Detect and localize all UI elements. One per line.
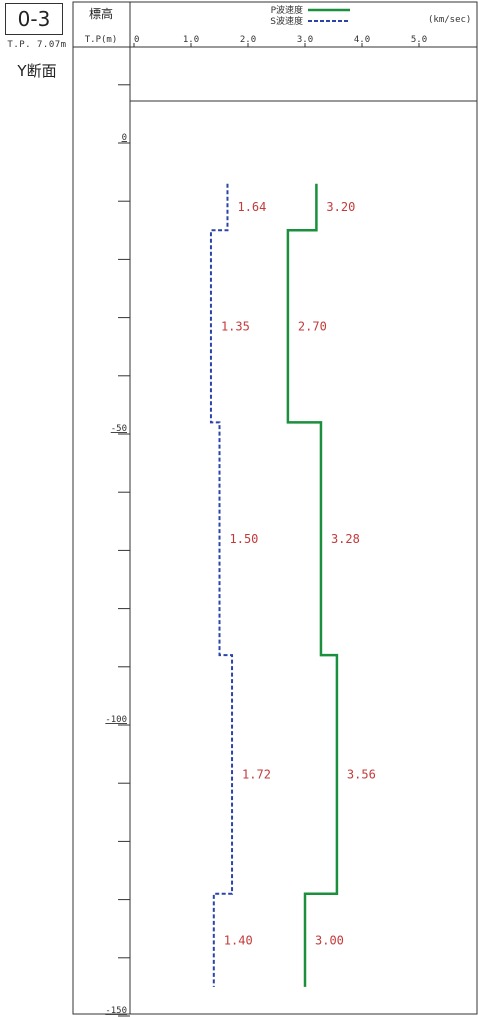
p-wave-value-label: 3.00	[315, 933, 344, 947]
s-wave-value-label: 1.72	[242, 767, 271, 781]
plot-area: 3.20 2.70 3.28 3.56 3.00 1.64 1.35 1.50 1.72 1.40	[209, 183, 376, 987]
section-label: Y断面	[17, 62, 57, 80]
s-wave-value-label: 1.64	[237, 200, 266, 214]
unit-label: (km/sec)	[428, 15, 471, 25]
s-wave-value-label: 1.50	[230, 532, 259, 546]
legend: P波速度 S波速度	[270, 4, 350, 27]
x-tick-label: 1.0	[183, 35, 199, 45]
y-tick-label: -100	[105, 715, 127, 725]
p-wave-value-label: 3.56	[347, 767, 376, 781]
tp-elevation-label: T.P. 7.07m	[7, 40, 67, 50]
x-tick-label: 0	[134, 35, 139, 45]
x-tick-label: 3.0	[297, 35, 313, 45]
s-wave-line	[209, 183, 234, 987]
p-wave-value-label: 3.28	[331, 532, 360, 546]
s-wave-value-label: 1.40	[224, 933, 253, 947]
chart-frame	[72, 1, 478, 1015]
profile-id-box: 0-3	[5, 3, 63, 35]
x-tick-label: 2.0	[240, 35, 256, 45]
legend-label-p: P波速度	[271, 4, 303, 16]
p-wave-value-label: 2.70	[298, 319, 327, 333]
y-tick-label: -50	[111, 424, 127, 434]
x-tick-label: 5.0	[411, 35, 427, 45]
p-wave-value-label: 3.20	[326, 200, 355, 214]
y-tick-label: 0	[122, 133, 127, 143]
elev-title: 標高	[89, 6, 113, 21]
y-axis: 0 -50 -100 -150	[105, 84, 130, 1017]
p-wave-line	[286, 183, 339, 987]
x-axis: 0 1.0 2.0 3.0 4.0 5.0	[133, 35, 427, 47]
elev-unit: T.P(m)	[85, 35, 118, 45]
legend-label-s: S波速度	[270, 15, 303, 27]
x-tick-label: 4.0	[354, 35, 370, 45]
s-wave-value-label: 1.35	[221, 319, 250, 333]
y-tick-label: -150	[105, 1006, 127, 1016]
